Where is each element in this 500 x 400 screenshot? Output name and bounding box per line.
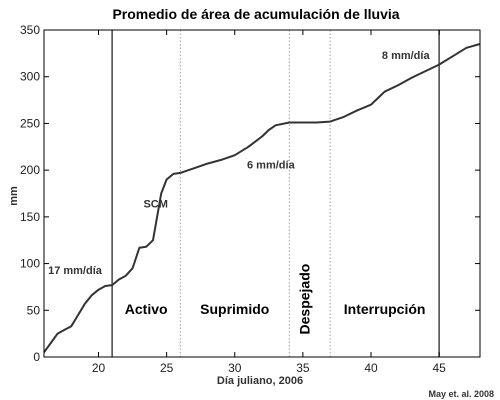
x-tick-label: 35 bbox=[296, 361, 310, 375]
x-tick-label: 30 bbox=[228, 361, 242, 375]
annotation-3: 8 mm/día bbox=[382, 50, 431, 62]
plot-frame bbox=[43, 29, 481, 358]
y-tick-label: 300 bbox=[20, 70, 40, 84]
y-tick-label: 0 bbox=[33, 350, 40, 364]
y-tick-label: 100 bbox=[20, 257, 40, 271]
x-tick-label: 40 bbox=[364, 361, 378, 375]
plot-area: 20 25 30 35 40 45 0 50 100 150 200 250 300 350 Activo S… bbox=[20, 23, 481, 375]
y-tick-label: 150 bbox=[20, 210, 40, 224]
x-tick-label: 20 bbox=[92, 361, 106, 375]
phase-label-0: Activo bbox=[125, 301, 168, 317]
y-tick-label: 50 bbox=[27, 303, 41, 317]
y-axis-label: mm bbox=[8, 186, 20, 206]
phase-label-2: Despejado bbox=[297, 264, 313, 335]
y-tick-label: 200 bbox=[20, 163, 40, 177]
x-axis-label: Día juliano, 2006 bbox=[217, 375, 303, 387]
annotation-1: SCM bbox=[143, 199, 167, 211]
series-line bbox=[43, 43, 481, 353]
y-tick-label: 350 bbox=[20, 23, 40, 37]
annotation-0: 17 mm/día bbox=[48, 265, 103, 277]
credit-text: May et. al. 2008 bbox=[428, 389, 494, 399]
x-tick-label: 45 bbox=[432, 361, 446, 375]
phase-label-1: Suprimido bbox=[200, 301, 269, 317]
phase-label-3: Interrupción bbox=[344, 301, 426, 317]
y-tick-label: 250 bbox=[20, 116, 40, 130]
chart-title: Promedio de área de acumulación de lluvi… bbox=[112, 6, 399, 22]
annotation-2: 6 mm/día bbox=[247, 159, 296, 171]
x-tick-label: 25 bbox=[160, 361, 174, 375]
